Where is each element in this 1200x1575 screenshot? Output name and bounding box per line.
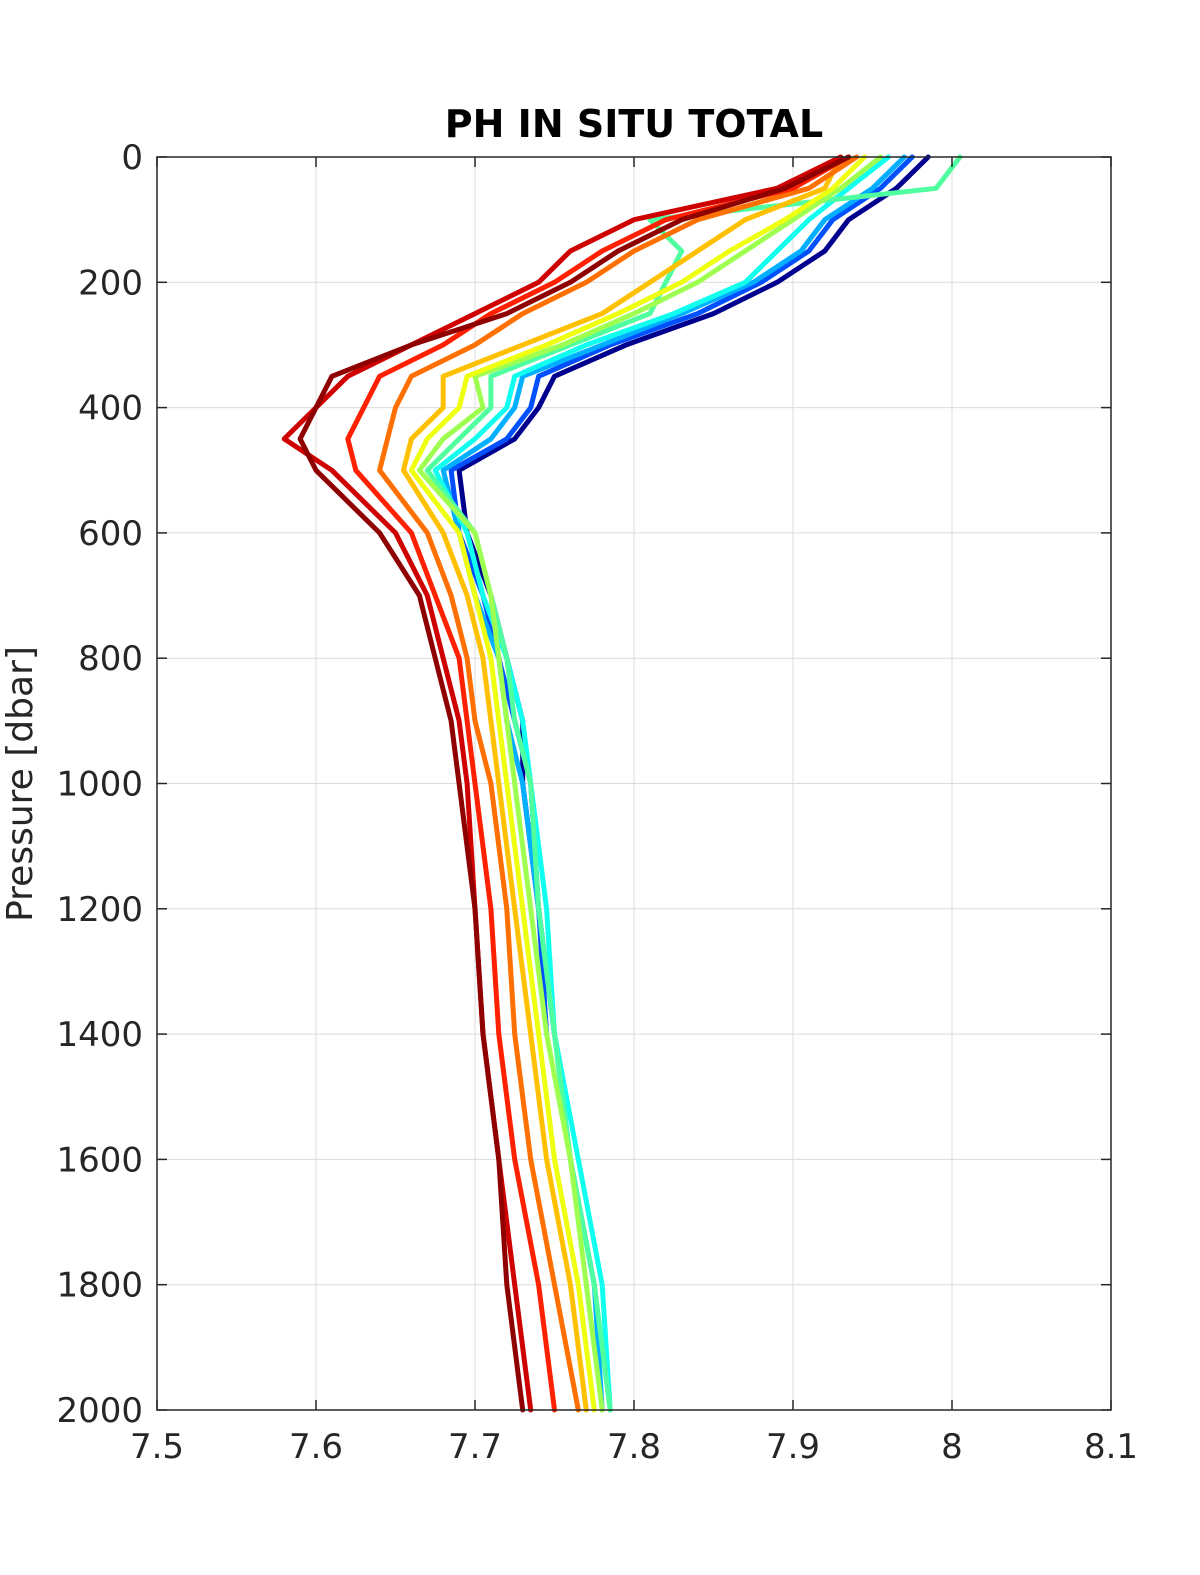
x-tick-label: 7.6	[289, 1427, 343, 1467]
x-tick-label: 7.5	[130, 1427, 184, 1467]
profile-line-6	[416, 154, 883, 1413]
chart-title: PH IN SITU TOTAL	[445, 102, 823, 146]
axis-ticks	[156, 156, 1112, 1411]
x-tick-label: 8.1	[1084, 1427, 1138, 1467]
x-tick-label: 7.9	[766, 1427, 820, 1467]
y-tick-label: 1600	[56, 1140, 143, 1180]
x-tick-label: 8	[941, 1427, 963, 1467]
profile-line-10	[345, 154, 852, 1413]
y-tick-label: 1800	[56, 1266, 143, 1306]
y-tick-label: 0	[121, 138, 143, 178]
y-tick-labels: 0 200 400 600 800 1000 1200 1400 1600 1800 2000	[56, 138, 143, 1431]
y-tick-label: 200	[78, 263, 143, 303]
profile-line-12	[297, 154, 852, 1413]
profile-line-7	[408, 154, 868, 1413]
y-tick-label: 600	[78, 514, 143, 554]
y-tick-label: 1400	[56, 1015, 143, 1055]
x-tick-labels: 7.5 7.6 7.7 7.8 7.9 8 8.1	[130, 1427, 1138, 1467]
profile-line-5	[424, 154, 963, 1413]
profile-line-4	[432, 154, 891, 1413]
y-axis-label: Pressure [dbar]	[0, 646, 41, 922]
y-tick-label: 2000	[56, 1391, 143, 1431]
y-tick-label: 800	[78, 639, 143, 679]
profile-line-9	[377, 154, 860, 1413]
profile-lines	[281, 154, 963, 1413]
y-tick-label: 1000	[56, 765, 143, 805]
profile-line-8	[401, 154, 844, 1413]
x-tick-label: 7.7	[448, 1427, 502, 1467]
x-tick-label: 7.8	[607, 1427, 661, 1467]
y-tick-label: 400	[78, 389, 143, 429]
y-tick-label: 1200	[56, 890, 143, 930]
